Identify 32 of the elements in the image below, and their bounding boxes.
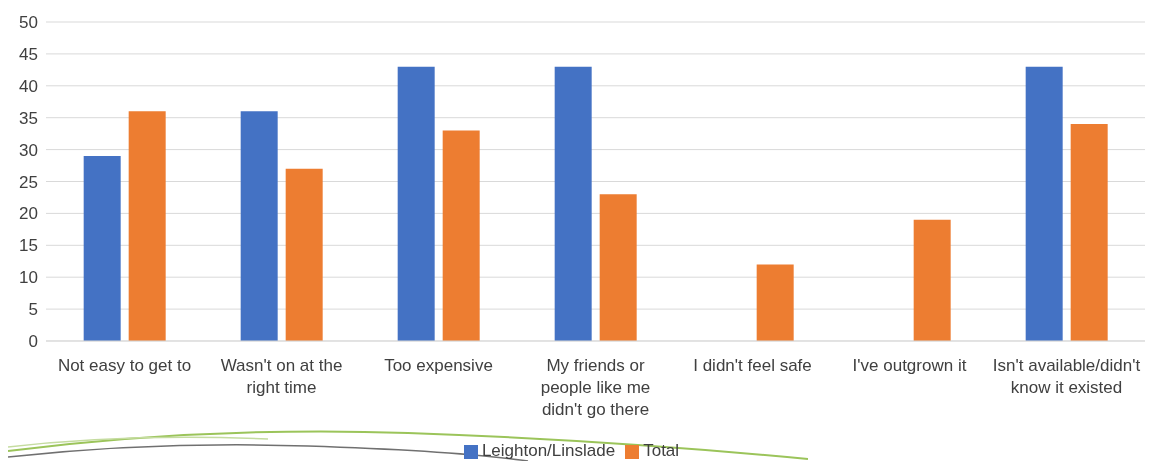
x-tick-label: I've outgrown it [852,356,967,375]
bar [599,194,637,341]
bar [285,168,323,341]
y-tick-label: 50 [19,13,38,33]
y-tick-label: 35 [19,108,38,128]
y-tick-label: 5 [28,300,38,320]
y-tick-label: 25 [19,172,38,192]
x-tick-label: I didn't feel safe [693,356,812,375]
legend-label: Leighton/Linslade [481,441,616,460]
bar [1025,66,1063,341]
x-tick-label: Isn't available/didn't know it existed [992,356,1141,397]
bar [554,66,592,341]
y-tick-label: 20 [19,204,38,224]
bar [240,111,278,341]
y-tick-label: 10 [19,268,38,288]
bar [442,130,480,341]
y-tick-label: 45 [19,44,38,64]
bar [756,264,794,341]
x-tick-label: Wasn't on at the right time [220,356,343,397]
x-tick-label: My friends or people like me didn't go there [540,356,651,419]
y-tick-label: 30 [19,140,38,160]
y-tick-label: 15 [19,236,38,256]
x-tick-label: Not easy to get to [57,356,192,375]
y-tick-label: 0 [28,332,38,352]
x-tick-label: Too expensive [384,356,493,375]
bar [397,66,435,341]
legend-label: Total [643,441,680,460]
bar [83,155,121,341]
y-tick-label: 40 [19,76,38,96]
bar [913,219,951,341]
bar [1070,124,1108,341]
bar [128,111,166,341]
